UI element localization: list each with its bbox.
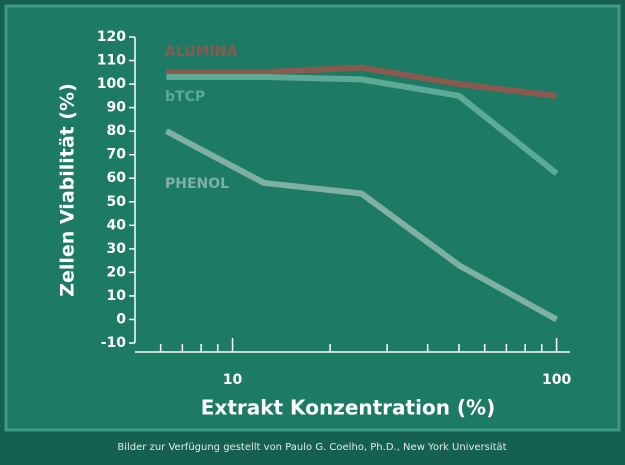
y-tick-label: 110 (97, 53, 126, 69)
y-tick-label: -10 (101, 335, 127, 351)
credit: Bilder zur Verfügung gestellt von Paulo … (117, 442, 506, 453)
y-tick-label: 60 (107, 170, 127, 186)
series-label: bTCP (165, 89, 205, 105)
y-tick-label: 70 (107, 147, 127, 163)
y-tick-label: 0 (116, 311, 126, 327)
y-tick-label: 90 (107, 100, 127, 116)
y-tick-label: 40 (107, 217, 127, 233)
series-label: PHENOL (165, 176, 229, 192)
x-tick-label: 10 (223, 372, 243, 388)
x-axis-label: Extrakt Konzentration (%) (201, 396, 495, 420)
y-tick-label: 50 (107, 194, 127, 210)
y-axis-label: Zellen Viabilität (%) (57, 83, 79, 297)
series-line (166, 64, 557, 99)
y-tick-label: 10 (107, 288, 127, 304)
series-line (166, 74, 559, 176)
y-tick-label: 20 (107, 264, 127, 280)
y-tick-label: 80 (107, 123, 127, 139)
y-tick-label: 30 (107, 241, 127, 257)
series-line (164, 128, 559, 323)
x-tick-label: 100 (542, 372, 571, 388)
y-tick-label: 100 (97, 76, 126, 92)
series-label: ALUMINA (165, 44, 237, 60)
y-tick-label: 120 (97, 29, 126, 45)
